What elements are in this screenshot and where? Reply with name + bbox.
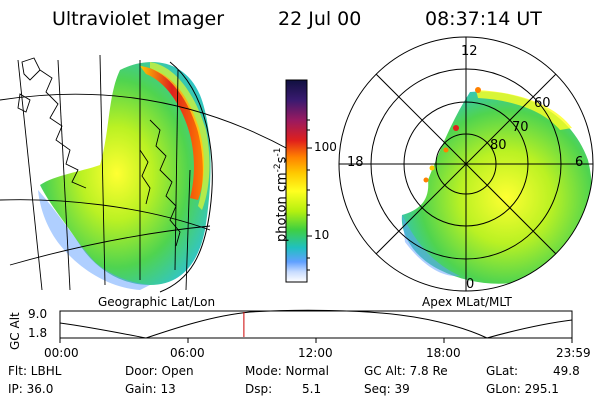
colorbar-ticks <box>307 119 312 271</box>
status-filter: Flt: LBHL <box>8 364 62 378</box>
status-door: Door: Open <box>125 364 194 378</box>
mlt-label-6: 6 <box>575 155 584 170</box>
altitude-time-ticks <box>59 338 573 343</box>
colorbar-tick-100: 100 <box>314 140 337 154</box>
status-glat-value: 49.8 <box>553 364 580 378</box>
geo-limb <box>159 61 213 293</box>
polar-bright-spots <box>423 87 481 183</box>
app-title: Ultraviolet Imager <box>52 8 225 30</box>
altitude-axis-label: GC Alt <box>8 312 22 350</box>
altitude-x-tick: 12:00 <box>298 346 333 360</box>
altitude-x-tick: 00:00 <box>44 346 79 360</box>
altitude-x-tick: 18:00 <box>426 346 461 360</box>
image-date: 22 Jul 00 <box>278 8 362 30</box>
status-dsp: Dsp: <box>245 382 273 396</box>
altitude-curve <box>59 309 573 339</box>
status-seq: Seq: 39 <box>364 382 410 396</box>
status-mode: Mode: Normal <box>245 364 329 378</box>
status-ip: IP: 36.0 <box>8 382 54 396</box>
geo-outer-haze <box>38 190 150 290</box>
geo-graticule <box>0 54 291 291</box>
status-dsp-value: 5.1 <box>302 382 322 396</box>
status-gain: Gain: 13 <box>125 382 176 396</box>
mlat-label-60: 60 <box>534 96 551 111</box>
geo-auroral-oval <box>140 66 204 200</box>
polar-grid <box>338 36 594 292</box>
status-gc-alt: GC Alt: 7.8 Re <box>364 364 448 378</box>
altitude-y-bottom: 1.8 <box>28 326 48 340</box>
altitude-x-tick: 23:59 <box>556 346 591 360</box>
geo-coastline <box>39 69 181 247</box>
colorbar-tick-10: 10 <box>314 228 330 242</box>
altitude-y-top: 9.0 <box>28 307 48 321</box>
mlat-label-80: 80 <box>490 138 507 153</box>
geo-emission-region <box>40 62 211 286</box>
mlt-label-12: 12 <box>461 44 478 59</box>
mlt-label-0: 0 <box>466 277 475 292</box>
status-glon: GLon: 295.1 <box>486 382 559 396</box>
image-time: 08:37:14 UT <box>425 8 542 30</box>
polar-panel-label: Apex MLat/MLT <box>422 295 512 309</box>
altitude-frame <box>59 310 573 339</box>
colorbar-scale <box>285 79 308 283</box>
mlt-label-18: 18 <box>347 155 364 170</box>
mlat-label-70: 70 <box>512 120 529 135</box>
geo-panel-label: Geographic Lat/Lon <box>98 295 216 309</box>
status-glat: GLat: <box>486 364 519 378</box>
altitude-x-tick: 06:00 <box>170 346 205 360</box>
